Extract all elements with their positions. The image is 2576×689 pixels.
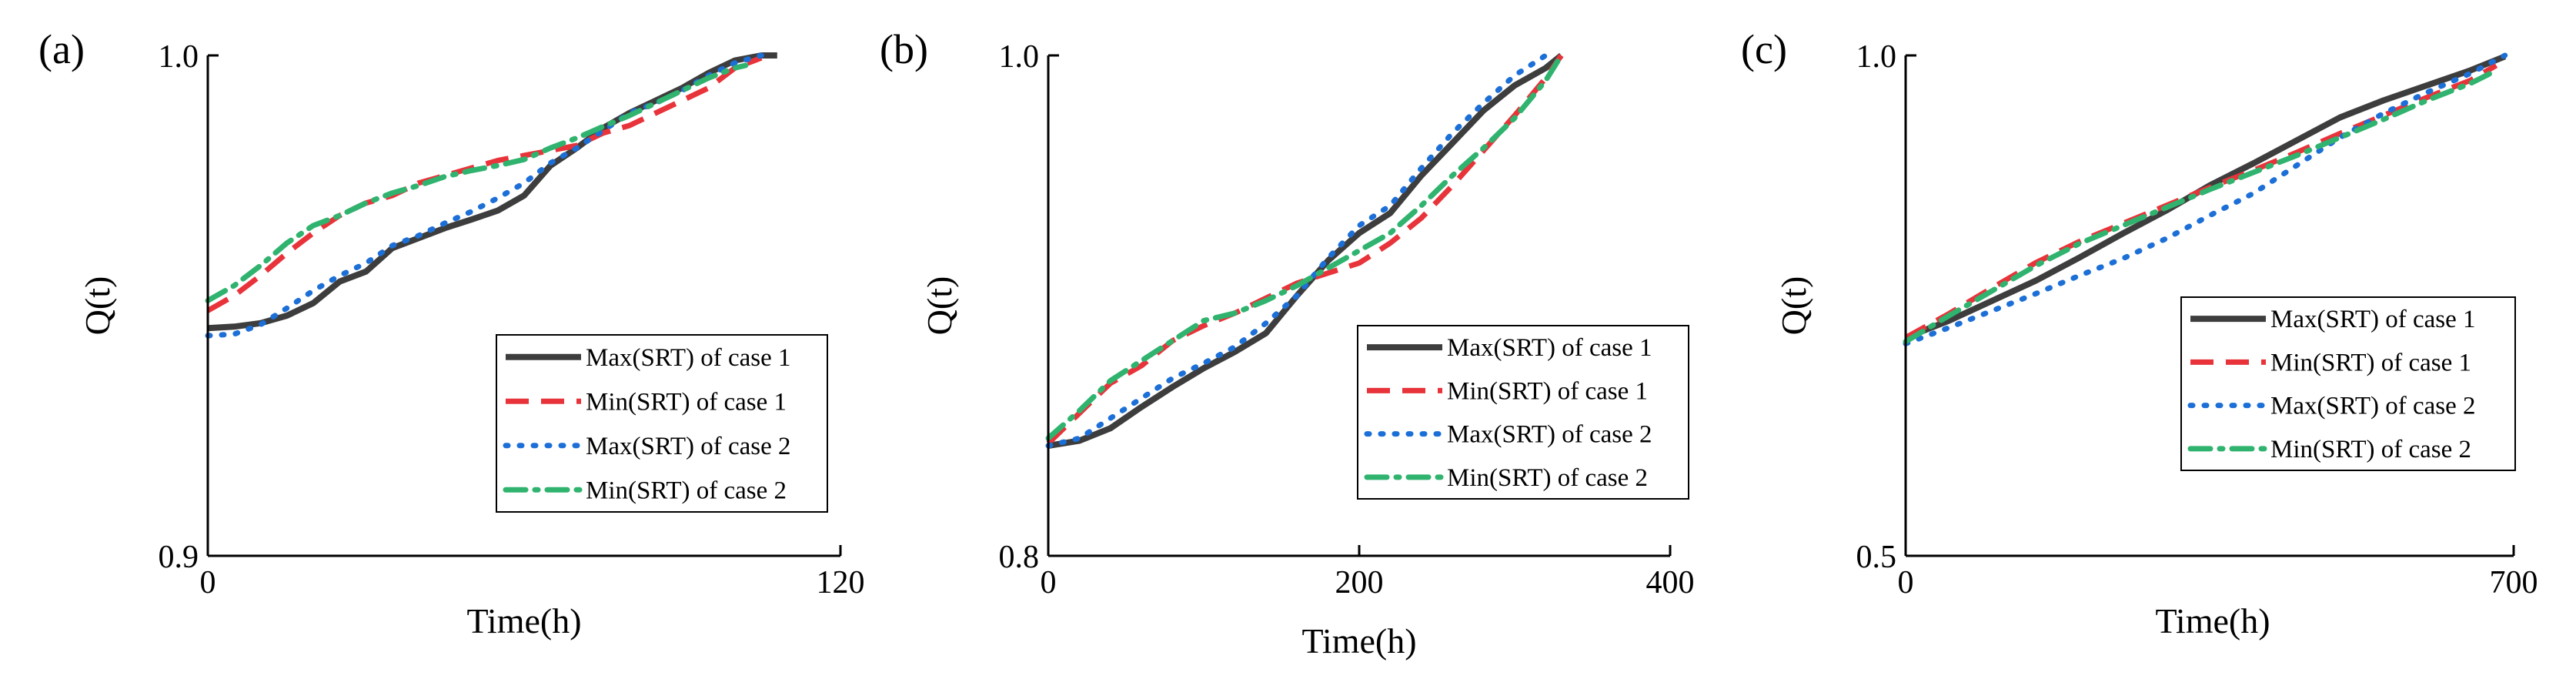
- legend-a: Max(SRT) of case 1 Min(SRT) of case 1 Max(…: [496, 334, 828, 513]
- y-tick-label-a-1: 1.0: [159, 39, 199, 75]
- series-group-a: [205, 52, 777, 339]
- panel-b: (b) Q(t) Time(h) 0 200 400 0.8 1.0 Max(SRT) …: [880, 26, 1695, 661]
- series-line-b-2: [1046, 54, 1564, 446]
- y-axis-label-b: Q(t): [920, 276, 959, 336]
- x-tick-label-a-1: 120: [817, 565, 865, 600]
- series-line-b-3: [1045, 52, 1549, 449]
- ticks-group-a: 0 120 0.9 1.0: [159, 39, 865, 600]
- series-line-a-4: [205, 62, 749, 303]
- legend-label-b-1: Max(SRT) of case 1: [1447, 334, 1652, 362]
- legend-box-b: [1357, 325, 1689, 500]
- legend-label-b-4: Min(SRT) of case 2: [1447, 464, 1648, 492]
- series-line-a-3: [205, 52, 764, 339]
- y-tick-label-c-0: 0.5: [1856, 540, 1897, 575]
- y-axis-label-a: Q(t): [78, 276, 117, 336]
- x-tick-label-c-0: 0: [1898, 565, 1914, 600]
- panel-c: (c) Q(t) Time(h) 0 700 0.5 1.0 Max(SRT) of …: [1741, 26, 2538, 641]
- x-tick-label-a-0: 0: [200, 565, 216, 600]
- legend-label-b-2: Min(SRT) of case 1: [1447, 377, 1648, 405]
- panel-label-c: (c): [1741, 26, 1787, 72]
- series-group-b: [1045, 52, 1565, 449]
- legend-label-a-2: Min(SRT) of case 1: [586, 388, 787, 416]
- legend-box-a: [496, 334, 828, 513]
- ticks-group-b: 0 200 400 0.8 1.0: [999, 39, 1695, 600]
- y-axis-label-c: Q(t): [1774, 276, 1813, 336]
- legend-label-a-3: Max(SRT) of case 2: [586, 433, 791, 460]
- legend-c: Max(SRT) of case 1 Min(SRT) of case 1 Max(…: [2180, 296, 2516, 471]
- series-line-c-3: [1903, 52, 2508, 346]
- y-tick-label-b-1: 1.0: [999, 39, 1040, 75]
- legend-label-c-4: Min(SRT) of case 2: [2270, 436, 2471, 463]
- series-line-a-1: [207, 52, 777, 332]
- y-tick-label-b-0: 0.8: [999, 540, 1040, 575]
- legend-label-c-2: Min(SRT) of case 1: [2270, 349, 2471, 376]
- legend-label-c-3: Max(SRT) of case 2: [2270, 393, 2476, 420]
- legend-b: Max(SRT) of case 1 Min(SRT) of case 1 Max(…: [1357, 325, 1689, 500]
- panel-a: (a) Q(t) Time(h) 0 120 0.9 1.0 Max(SRT) of …: [38, 26, 865, 641]
- y-tick-label-a-0: 0.9: [159, 540, 199, 575]
- x-axis-label-c: Time(h): [2155, 601, 2270, 641]
- series-line-b-4: [1045, 52, 1565, 441]
- legend-label-c-1: Max(SRT) of case 1: [2270, 306, 2476, 333]
- x-tick-label-c-1: 700: [2490, 565, 2538, 600]
- series-group-c: [1903, 52, 2508, 346]
- legend-label-a-4: Min(SRT) of case 2: [586, 477, 787, 504]
- panel-label-b: (b): [880, 26, 928, 72]
- ticks-group-c: 0 700 0.5 1.0: [1856, 39, 2538, 600]
- x-tick-label-b-2: 400: [1646, 565, 1695, 600]
- panel-label-a: (a): [38, 26, 85, 72]
- x-axis-label-a: Time(h): [466, 601, 581, 641]
- x-tick-label-b-1: 200: [1335, 565, 1384, 600]
- legend-box-c: [2180, 296, 2516, 471]
- x-axis-label-b: Time(h): [1301, 621, 1416, 661]
- legend-label-b-3: Max(SRT) of case 2: [1447, 421, 1652, 449]
- series-line-c-4: [1903, 68, 2499, 345]
- series-line-a-2: [206, 55, 763, 313]
- legend-label-a-1: Max(SRT) of case 1: [586, 344, 791, 372]
- y-tick-label-c-1: 1.0: [1856, 39, 1897, 75]
- x-tick-label-b-0: 0: [1041, 565, 1057, 600]
